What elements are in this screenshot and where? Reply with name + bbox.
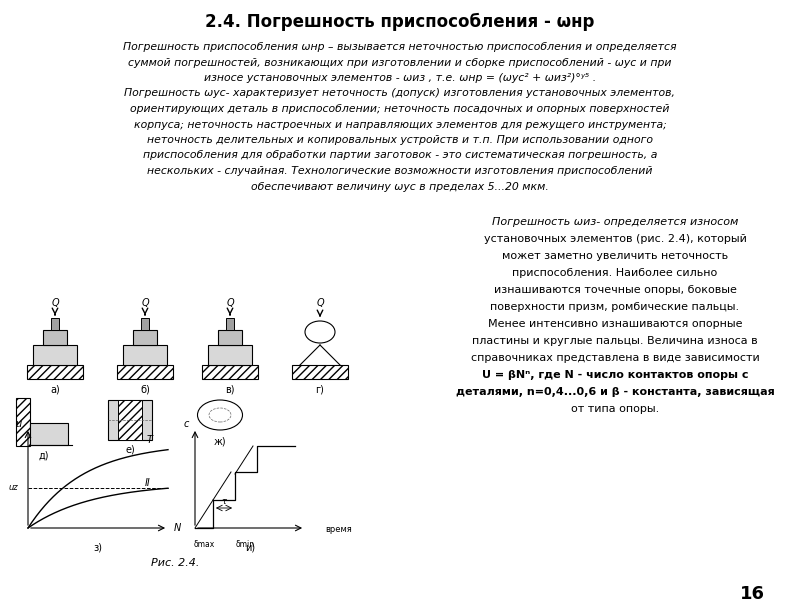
Text: ориентирующих деталь в приспособлении; неточность посадочных и опорных поверхнос: ориентирующих деталь в приспособлении; н…	[130, 104, 670, 114]
Text: Q: Q	[141, 298, 149, 308]
Text: Q: Q	[316, 298, 324, 308]
Text: от типа опоры.: от типа опоры.	[571, 404, 659, 414]
Text: N: N	[174, 523, 182, 533]
Bar	[226, 318, 234, 330]
Bar	[33, 345, 77, 365]
Text: б): б)	[140, 385, 150, 395]
Bar	[133, 330, 157, 345]
Bar	[218, 330, 242, 345]
Text: время: время	[325, 526, 352, 535]
Text: c: c	[184, 419, 189, 429]
Text: u: u	[16, 419, 22, 429]
Bar	[123, 345, 167, 365]
Text: τ: τ	[222, 497, 226, 506]
Text: 16: 16	[740, 585, 765, 600]
Bar	[141, 318, 149, 330]
Text: ж): ж)	[214, 437, 226, 447]
Text: может заметно увеличить неточность: может заметно увеличить неточность	[502, 251, 728, 261]
Text: изнашиваются точечные опоры, боковые: изнашиваются точечные опоры, боковые	[494, 285, 737, 295]
Text: δmax: δmax	[194, 540, 214, 549]
Text: Погрешность ωиз- определяется износом: Погрешность ωиз- определяется износом	[492, 217, 738, 227]
Text: T: T	[147, 435, 153, 445]
Text: а): а)	[50, 385, 60, 395]
Bar	[108, 400, 152, 440]
Text: суммой погрешностей, возникающих при изготовлении и сборке приспособлений - ωус : суммой погрешностей, возникающих при изг…	[128, 58, 672, 67]
Text: Погрешность ωус- характеризует неточность (допуск) изготовления установочных эле: Погрешность ωус- характеризует неточност…	[125, 88, 675, 98]
Text: Q: Q	[51, 298, 59, 308]
Text: uz: uz	[8, 484, 18, 493]
Text: пластины и круглые пальцы. Величина износа в: пластины и круглые пальцы. Величина изно…	[472, 336, 758, 346]
Bar	[27, 365, 83, 379]
Bar	[43, 330, 67, 345]
Text: корпуса; неточность настроечных и направляющих элементов для режущего инструмент: корпуса; неточность настроечных и направ…	[134, 119, 666, 130]
Text: приспособления для обработки партии заготовок - это систематическая погрешность,: приспособления для обработки партии заго…	[143, 151, 657, 160]
Text: и): и)	[245, 542, 255, 552]
Text: Менее интенсивно изнашиваются опорные: Менее интенсивно изнашиваются опорные	[488, 319, 742, 329]
Text: деталями, n=0,4...0,6 и β - константа, зависящая: деталями, n=0,4...0,6 и β - константа, з…	[456, 387, 774, 397]
Text: д): д)	[38, 451, 50, 461]
Text: II: II	[145, 478, 151, 488]
Text: Q: Q	[226, 298, 234, 308]
Text: нескольких - случайная. Технологические возможности изготовления приспособлений: нескольких - случайная. Технологические …	[147, 166, 653, 176]
Bar	[292, 365, 348, 379]
Text: з): з)	[94, 542, 102, 552]
Text: 2.4. Погрешность приспособления - ωнр: 2.4. Погрешность приспособления - ωнр	[206, 13, 594, 31]
Ellipse shape	[305, 321, 335, 343]
Text: в): в)	[226, 385, 234, 395]
Bar	[118, 400, 142, 440]
Text: δmin: δmin	[235, 540, 254, 549]
Text: Рис. 2.4.: Рис. 2.4.	[151, 558, 199, 568]
Ellipse shape	[198, 400, 242, 430]
Text: г): г)	[315, 385, 325, 395]
Bar	[117, 365, 173, 379]
Text: установочных элементов (рис. 2.4), который: установочных элементов (рис. 2.4), котор…	[483, 234, 746, 244]
Text: приспособления. Наиболее сильно: приспособления. Наиболее сильно	[512, 268, 718, 278]
Bar	[16, 398, 30, 446]
Bar	[208, 345, 252, 365]
Text: износе установочных элементов - ωиз , т.е. ωнр = (ωус² + ωиз²)°ʸ⁵ .: износе установочных элементов - ωиз , т.…	[204, 73, 596, 83]
Text: неточность делительных и копировальных устройств и т.п. При использовании одного: неточность делительных и копировальных у…	[147, 135, 653, 145]
Text: Погрешность приспособления ωнр – вызывается неточностью приспособления и определ: Погрешность приспособления ωнр – вызывае…	[123, 42, 677, 52]
Text: справочниках представлена в виде зависимости: справочниках представлена в виде зависим…	[470, 353, 759, 363]
Text: поверхности призм, ромбические пальцы.: поверхности призм, ромбические пальцы.	[490, 302, 739, 312]
Bar	[30, 423, 68, 445]
Bar	[51, 318, 59, 330]
Bar	[202, 365, 258, 379]
Text: е): е)	[125, 445, 135, 455]
Text: U = βNⁿ, где N - число контактов опоры с: U = βNⁿ, где N - число контактов опоры с	[482, 370, 748, 380]
Text: обеспечивают величину ωус в пределах 5...20 мкм.: обеспечивают величину ωус в пределах 5..…	[251, 181, 549, 191]
